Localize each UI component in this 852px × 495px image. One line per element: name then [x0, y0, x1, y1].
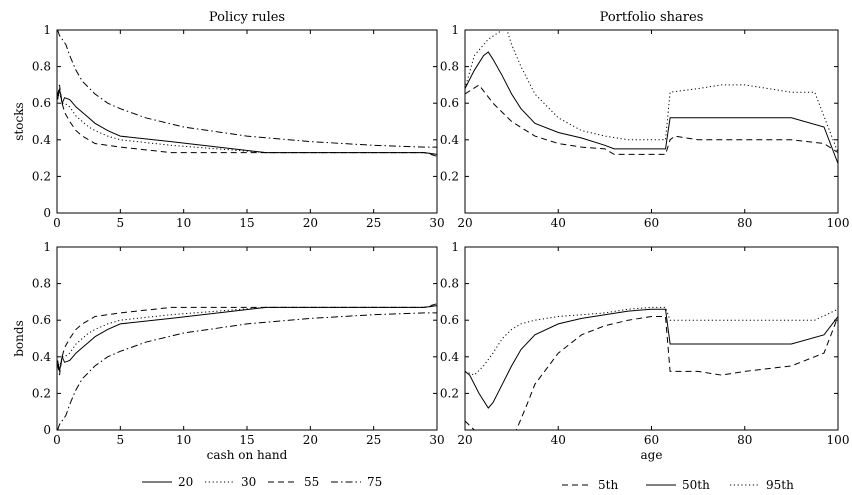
x-tick-label: 20	[303, 433, 318, 447]
x-tick-label: 60	[644, 216, 659, 230]
y-tick-label: 1	[451, 23, 459, 37]
y-tick-label: 0.8	[440, 277, 459, 291]
legend-portfolio-shares: 5th 50th 95th	[562, 478, 794, 492]
y-tick-label: 0.2	[440, 169, 459, 183]
x-axis-label: cash on hand	[207, 448, 288, 462]
x-tick-label: 15	[239, 433, 254, 447]
series-line-50th	[465, 308, 838, 409]
x-tick-label: 80	[737, 433, 752, 447]
x-tick-label: 20	[457, 433, 472, 447]
x-tick-label: 10	[176, 433, 191, 447]
y-tick-label: 0.6	[440, 313, 459, 327]
series-line-95th	[465, 306, 838, 376]
y-tick-label: 0.4	[440, 133, 459, 147]
x-tick-label: 100	[827, 216, 850, 230]
y-tick-label: 0.6	[440, 96, 459, 110]
y-tick-label: 1	[451, 240, 459, 254]
x-tick-label: 60	[644, 433, 659, 447]
y-axis-label: stocks	[12, 102, 26, 140]
y-tick-label: 0.2	[32, 386, 51, 400]
x-tick-label: 40	[551, 216, 566, 230]
panel-policy-bonds: 0 5 10 15 20 25 30 0 0.2 0.4 0.6 0.8 1 cash on hand bo…	[12, 240, 445, 462]
plot-frame	[56, 246, 438, 431]
x-tick-label: 10	[176, 216, 191, 230]
x-axis-label: age	[641, 448, 663, 462]
legend-label: 55	[304, 475, 319, 489]
x-tick-label: 40	[551, 433, 566, 447]
series-line-5th	[465, 84, 838, 155]
series-line-30	[57, 305, 437, 368]
y-tick-label: 0.2	[32, 169, 51, 183]
series-line-30	[57, 92, 437, 155]
x-tick-label: 0	[53, 216, 61, 230]
x-tick-label: 30	[429, 433, 444, 447]
x-tick-label: 25	[366, 216, 381, 230]
series-line-20	[57, 305, 437, 372]
y-tick-label: 0.6	[32, 313, 51, 327]
y-tick-label: 0	[43, 423, 51, 437]
y-tick-label: 0.2	[440, 386, 459, 400]
y-tick-label: 0.8	[32, 60, 51, 74]
y-tick-label: 1	[43, 23, 51, 37]
legend-label: 95th	[766, 478, 794, 492]
panel-portfolio-stocks: 20 40 60 80 100 0.2 0.4 0.6 0.8 1 Portfolio shares	[440, 10, 850, 230]
x-tick-label: 25	[366, 433, 381, 447]
x-tick-label: 5	[117, 216, 125, 230]
y-tick-label: 0.6	[32, 96, 51, 110]
series-line-55	[57, 84, 437, 157]
legend-label: 5th	[598, 478, 618, 492]
y-tick-label: 0.4	[32, 133, 51, 147]
chart-title: Portfolio shares	[600, 10, 704, 25]
panel-portfolio-bonds: 20 40 60 80 100 0.2 0.4 0.6 0.8 1 age	[440, 240, 850, 462]
y-tick-label: 1	[43, 240, 51, 254]
x-tick-label: 100	[827, 433, 850, 447]
legend-label: 50th	[682, 478, 710, 492]
series-line-95th	[465, 30, 838, 153]
series-line-20	[57, 88, 437, 155]
series-line-50th	[465, 51, 838, 164]
x-tick-label: 80	[737, 216, 752, 230]
series-line-75	[57, 30, 437, 148]
y-axis-label: bonds	[12, 320, 26, 356]
series-line-5th	[465, 316, 838, 430]
y-tick-label: 0.8	[440, 60, 459, 74]
x-tick-label: 20	[457, 216, 472, 230]
plot-frame	[56, 29, 438, 214]
plot-frame	[464, 246, 839, 431]
legend-label: 30	[241, 475, 256, 489]
x-tick-label: 15	[239, 216, 254, 230]
y-tick-label: 0.4	[32, 350, 51, 364]
series-line-75	[57, 312, 437, 430]
series-line-55	[57, 303, 437, 376]
plot-frame	[464, 29, 839, 214]
legend-label: 20	[178, 475, 193, 489]
y-tick-label: 0.4	[440, 350, 459, 364]
y-tick-label: 0	[43, 206, 51, 220]
legend-policy-rules: 20 30 55 75	[142, 475, 382, 489]
legend-label: 75	[367, 475, 382, 489]
y-tick-label: 0.8	[32, 277, 51, 291]
x-tick-label: 0	[53, 433, 61, 447]
x-tick-label: 5	[117, 433, 125, 447]
x-tick-label: 20	[303, 216, 318, 230]
chart-title: Policy rules	[209, 10, 285, 25]
x-tick-label: 30	[429, 216, 444, 230]
panel-policy-stocks: 0 5 10 15 20 25 30 0 0.2 0.4 0.6 0.8 1 Policy rules st…	[12, 10, 445, 230]
